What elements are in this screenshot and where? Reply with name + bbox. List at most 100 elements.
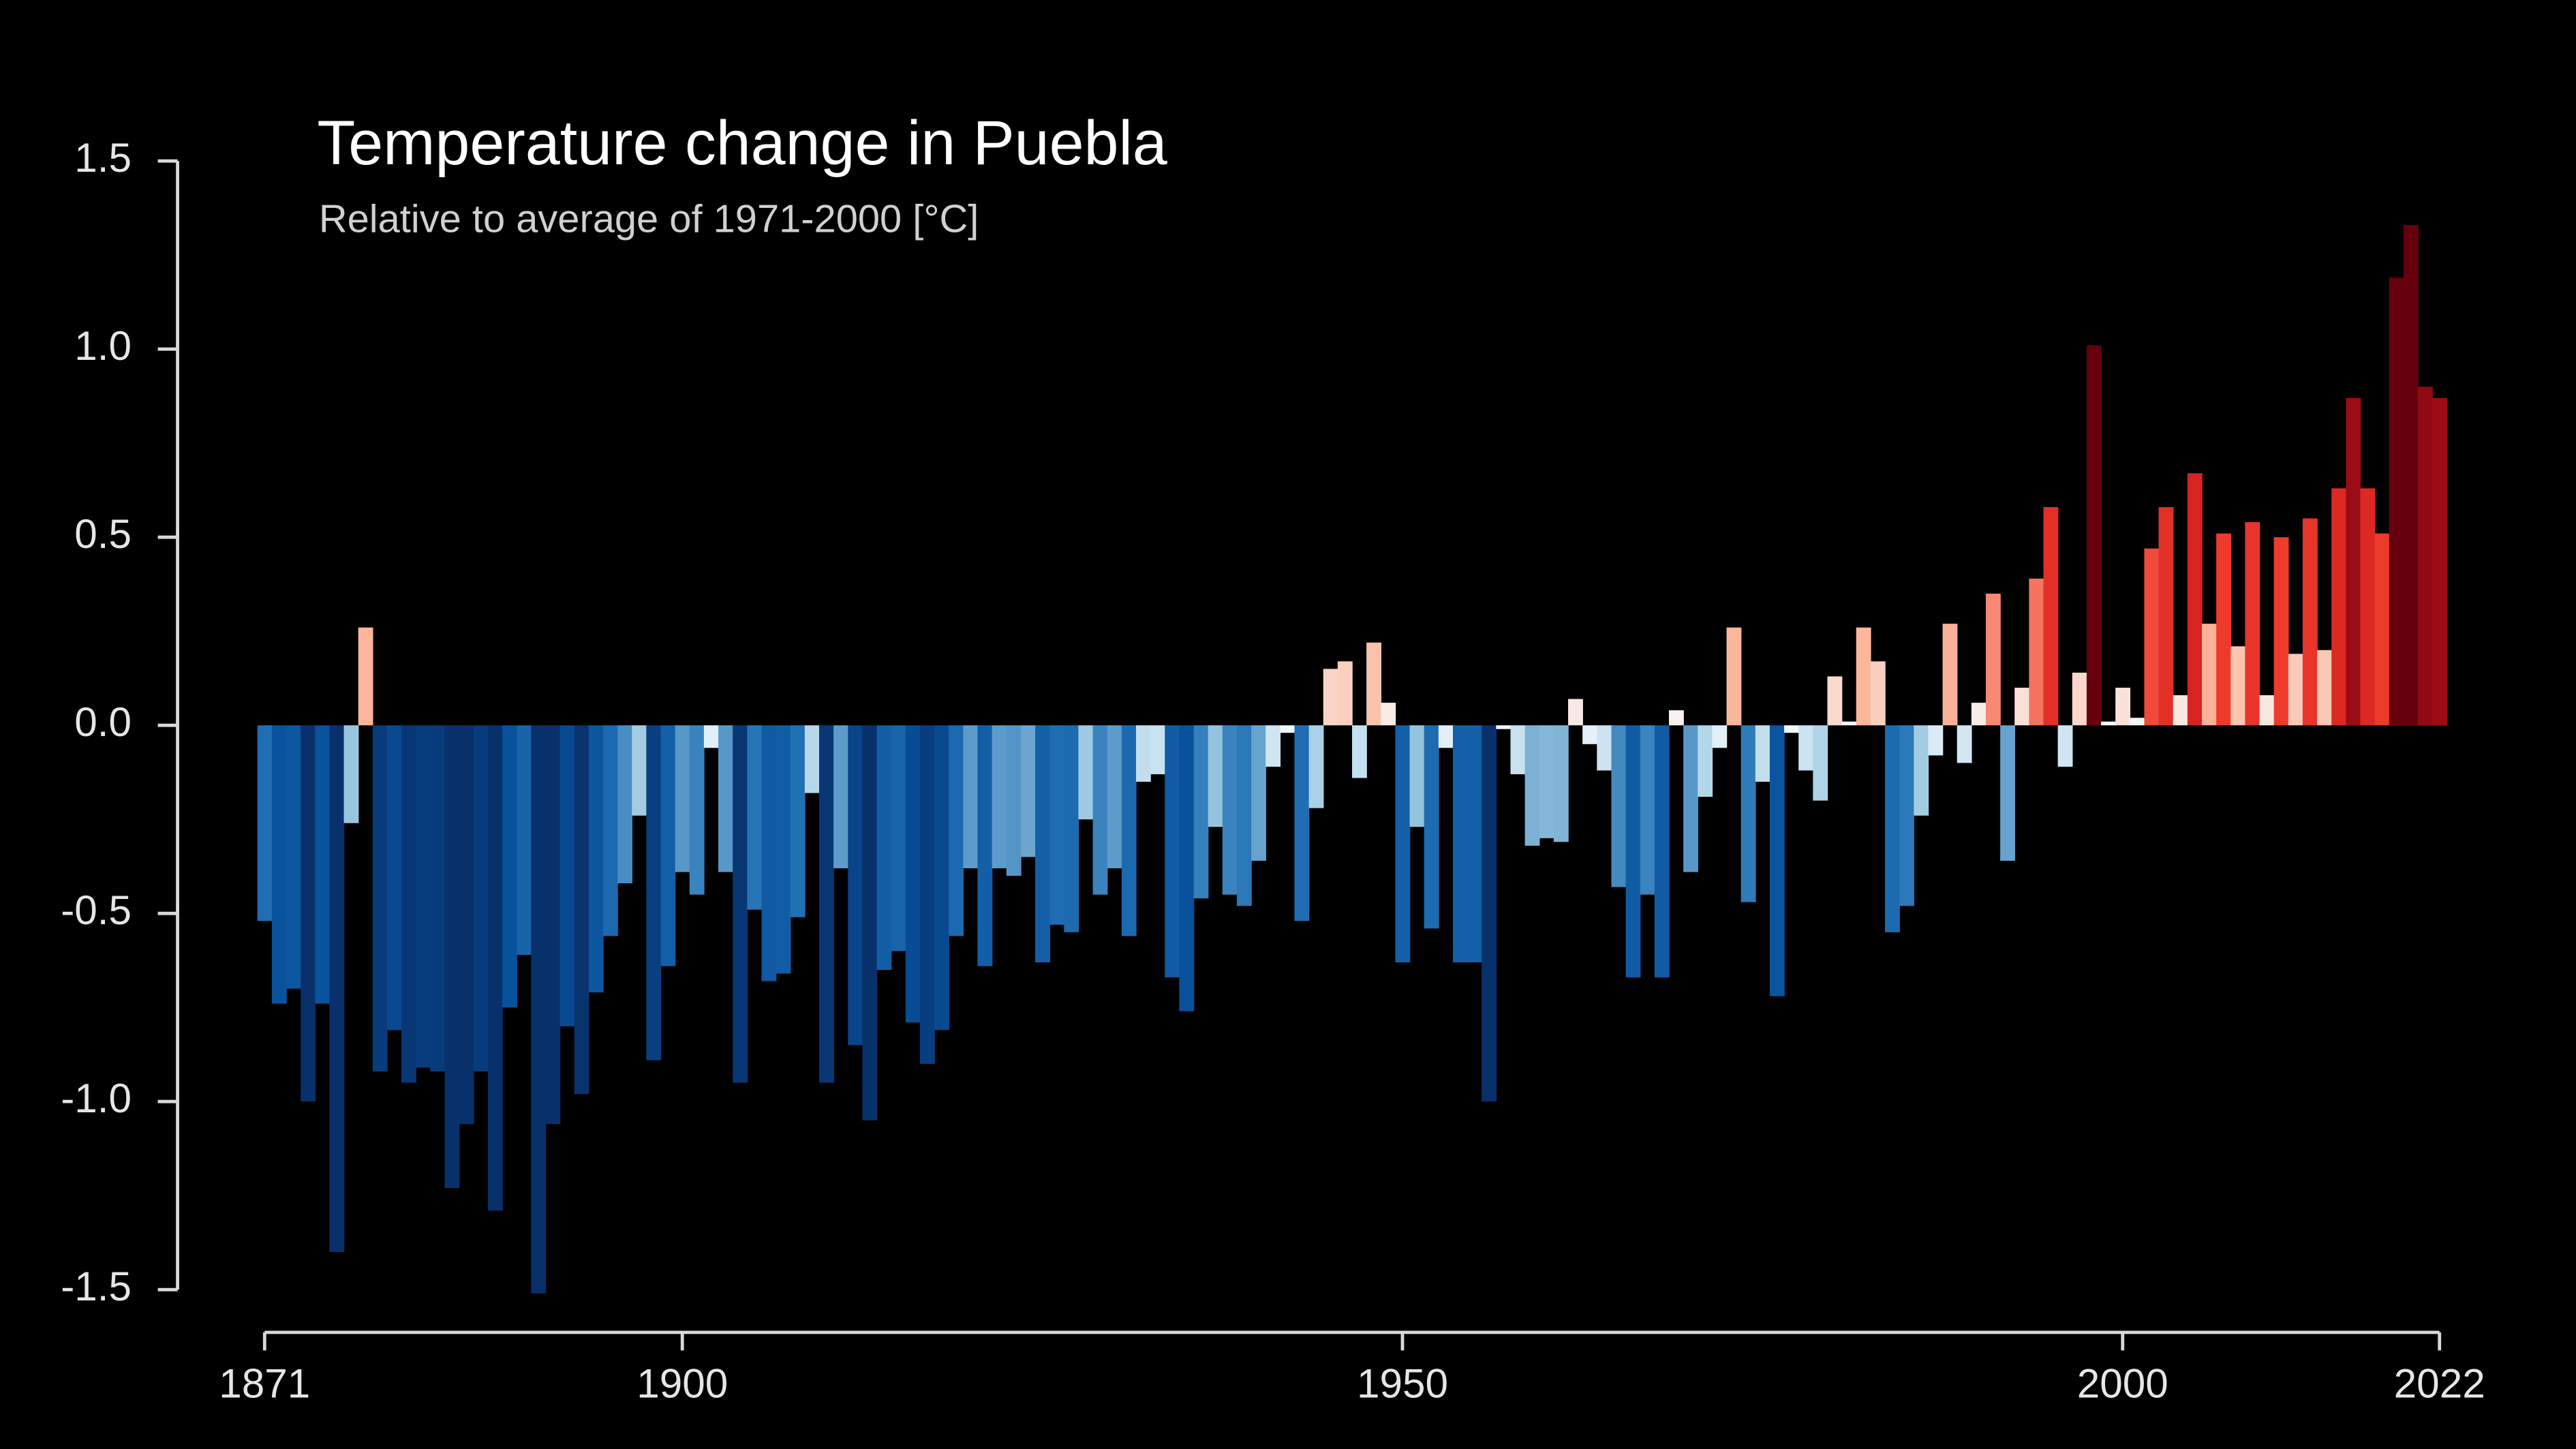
bar: [1294, 725, 1310, 921]
bar: [617, 725, 632, 884]
bar: [588, 725, 604, 993]
y-tick-label: -0.5: [61, 887, 132, 933]
bar: [1467, 725, 1482, 962]
bar: [1424, 725, 1439, 929]
bar: [372, 725, 388, 1072]
bar: [891, 725, 906, 951]
bar: [545, 725, 561, 1125]
bar: [1165, 725, 1180, 978]
bar: [271, 725, 287, 1004]
bar: [1323, 669, 1338, 726]
bar: [2115, 688, 2131, 726]
bar: [1640, 725, 1655, 895]
bar: [2216, 533, 2231, 726]
bar: [703, 725, 719, 748]
x-tick-label: 1871: [219, 1360, 310, 1406]
bar: [1409, 725, 1425, 827]
bar: [1482, 725, 1497, 1102]
bar: [1366, 642, 1382, 726]
bar: [1654, 725, 1670, 978]
bar: [2158, 507, 2174, 726]
bar: [977, 725, 993, 966]
bar: [602, 725, 618, 936]
bar: [1957, 725, 1972, 763]
bar: [1942, 624, 1958, 726]
bar: [559, 725, 575, 1026]
y-tick-label: -1.5: [61, 1263, 132, 1309]
bar: [2389, 277, 2404, 726]
bar: [473, 725, 489, 1072]
bar: [301, 725, 316, 1102]
bar: [1020, 725, 1036, 857]
x-tick-label: 1900: [637, 1360, 728, 1406]
bar: [502, 725, 517, 1008]
bar: [2346, 397, 2361, 726]
y-tick-label: -1.0: [61, 1075, 132, 1121]
bar: [1135, 725, 1151, 782]
bar: [487, 725, 503, 1211]
bar: [1107, 725, 1122, 868]
bar: [1741, 725, 1756, 902]
bar: [329, 725, 345, 1252]
bar: [963, 725, 979, 868]
bar: [416, 725, 431, 1068]
bar: [919, 725, 935, 1064]
bar: [2000, 725, 2015, 861]
x-tick-label: 1950: [1357, 1360, 1448, 1406]
bar: [660, 725, 676, 966]
bar: [949, 725, 964, 936]
bar: [257, 725, 273, 921]
bar: [2288, 654, 2303, 726]
y-tick-label: 0.5: [74, 510, 132, 557]
bar: [2029, 578, 2044, 726]
bar: [2072, 672, 2087, 726]
bar: [718, 725, 733, 872]
bar: [2057, 725, 2073, 767]
bar: [1698, 725, 1713, 797]
bar: [747, 725, 763, 910]
bar: [444, 725, 460, 1189]
bar: [1813, 725, 1828, 801]
bar: [2374, 533, 2390, 726]
bar: [2360, 488, 2376, 726]
bar: [848, 725, 863, 1046]
bar: [1582, 725, 1598, 744]
y-tick-label: 1.0: [74, 322, 132, 369]
bar: [1308, 725, 1324, 808]
bar: [1006, 725, 1022, 876]
bar: [1208, 725, 1223, 827]
bar: [1438, 725, 1454, 748]
bar: [1683, 725, 1698, 872]
bar: [1597, 725, 1612, 771]
bar: [1611, 725, 1627, 887]
bar: [1539, 725, 1554, 838]
bar: [2418, 386, 2433, 726]
bar: [934, 725, 949, 1031]
bar: [1452, 725, 1468, 962]
bar: [2259, 695, 2275, 726]
bar: [1395, 725, 1411, 962]
bar: [2014, 688, 2030, 726]
bar: [1755, 725, 1770, 782]
bar: [1251, 725, 1266, 861]
bar: [905, 725, 921, 1023]
bar: [1496, 725, 1512, 729]
bar: [833, 725, 848, 868]
bar: [574, 725, 589, 1095]
bar: [1352, 725, 1367, 778]
bar: [1193, 725, 1209, 899]
bar: [1121, 725, 1137, 936]
bar: [1064, 725, 1079, 932]
bar: [1668, 710, 1684, 726]
bar: [517, 725, 532, 955]
bar: [2302, 518, 2318, 726]
bar: [776, 725, 791, 974]
bar: [1092, 725, 1108, 895]
bar: [1280, 725, 1295, 733]
bar: [1568, 699, 1583, 726]
bar: [2245, 522, 2260, 726]
bar: [1769, 725, 1785, 996]
bar: [2187, 473, 2203, 726]
bar: [1553, 725, 1569, 842]
bar: [2043, 507, 2059, 726]
